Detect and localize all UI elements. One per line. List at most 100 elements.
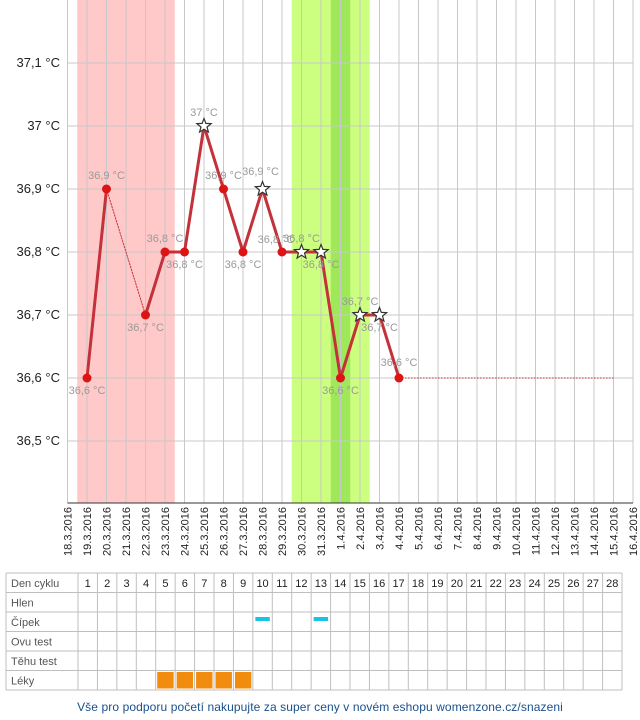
data-label: 36,7 °C bbox=[127, 322, 164, 334]
series-segment bbox=[202, 124, 225, 191]
x-tick-label: 9.4.2016 bbox=[492, 507, 504, 550]
y-tick-label: 37,1 °C bbox=[16, 55, 60, 70]
y-tick-label: 36,8 °C bbox=[16, 244, 60, 259]
x-tick-label: 25.3.2016 bbox=[199, 507, 211, 556]
series-segment bbox=[183, 124, 206, 254]
promo-footer[interactable]: Vše pro podporu početí nakupujte za supe… bbox=[77, 700, 563, 714]
series-star-marker bbox=[312, 242, 330, 260]
x-tick-label: 31.3.2016 bbox=[316, 507, 328, 556]
cycle-day-number: 18 bbox=[412, 578, 424, 590]
cycle-day-number: 1 bbox=[85, 578, 91, 590]
series-star-marker bbox=[370, 305, 389, 323]
cycle-day-number: 8 bbox=[221, 578, 227, 590]
y-tick-label: 36,5 °C bbox=[16, 433, 60, 448]
y-tick-label: 36,6 °C bbox=[16, 370, 60, 385]
cycle-day-number: 28 bbox=[606, 578, 618, 590]
series-segment bbox=[241, 187, 264, 254]
medication-mark bbox=[234, 672, 252, 689]
data-label: 36,9 °C bbox=[205, 170, 242, 182]
table-row-label: Čípek bbox=[11, 616, 40, 629]
x-tick-label: 21.3.2016 bbox=[121, 507, 133, 556]
data-label: 36,8 °C bbox=[147, 233, 184, 245]
series-point bbox=[180, 247, 189, 257]
series-point bbox=[277, 247, 287, 257]
x-tick-label: 5.4.2016 bbox=[414, 507, 426, 550]
data-label: 36,6 °C bbox=[322, 385, 359, 397]
x-tick-label: 24.3.2016 bbox=[180, 507, 192, 556]
data-label: 36,9 °C bbox=[242, 166, 279, 178]
x-tick-label: 18.3.2016 bbox=[63, 507, 75, 556]
series-segment bbox=[319, 250, 342, 380]
series-point bbox=[219, 184, 228, 194]
series-star-marker bbox=[195, 116, 213, 134]
x-tick-label: 10.4.2016 bbox=[511, 507, 523, 556]
series-point bbox=[336, 373, 345, 383]
cycle-day-number: 7 bbox=[201, 578, 207, 590]
data-label: 36,6 °C bbox=[381, 357, 418, 369]
series-segment bbox=[222, 187, 245, 254]
x-tick-label: 6.4.2016 bbox=[433, 507, 445, 550]
series-star-marker bbox=[253, 179, 272, 197]
series-gap-segment bbox=[106, 188, 146, 316]
series-point bbox=[82, 373, 92, 383]
series-point bbox=[238, 247, 248, 257]
table-row-label: Léky bbox=[11, 676, 35, 688]
series-segment bbox=[261, 187, 284, 254]
cycle-day-number: 17 bbox=[392, 578, 404, 590]
x-tick-label: 2.4.2016 bbox=[355, 507, 367, 550]
cycle-day-number: 4 bbox=[143, 578, 149, 590]
series-point bbox=[160, 247, 170, 257]
x-tick-label: 12.4.2016 bbox=[550, 507, 562, 556]
x-tick-label: 27.3.2016 bbox=[238, 507, 250, 556]
cycle-day-number: 10 bbox=[256, 578, 268, 590]
cycle-day-number: 13 bbox=[315, 578, 327, 590]
x-tick-label: 23.3.2016 bbox=[160, 507, 172, 556]
series-point bbox=[102, 184, 111, 194]
y-tick-label: 36,9 °C bbox=[16, 181, 60, 196]
table-row-label: Den cyklu bbox=[11, 578, 59, 590]
x-tick-label: 4.4.2016 bbox=[394, 507, 406, 550]
table-row-label: Ovu test bbox=[11, 637, 52, 649]
data-label: 36,8 °C bbox=[225, 259, 262, 271]
cycle-day-number: 6 bbox=[182, 578, 188, 590]
data-label: 36,8 °C bbox=[258, 234, 295, 246]
cycle-day-number: 23 bbox=[509, 578, 521, 590]
series-segment bbox=[378, 313, 401, 380]
cycle-day-number: 12 bbox=[295, 578, 307, 590]
medication-mark bbox=[196, 672, 213, 689]
x-tick-label: 16.4.2016 bbox=[628, 507, 640, 556]
temperature-chart: 36,5 °C 36,6 °C 36,7 °C 36,8 °C 36,9 °C 37 °C… bbox=[5, 0, 640, 691]
x-tick-label: 7.4.2016 bbox=[453, 507, 465, 550]
data-label: 36,9 °C bbox=[88, 170, 125, 182]
data-label: 36,8 °C bbox=[283, 233, 320, 245]
cycle-day-number: 14 bbox=[334, 578, 346, 590]
x-tick-label: 1.4.2016 bbox=[336, 507, 348, 550]
medication-mark bbox=[176, 672, 194, 689]
cycle-day-number: 3 bbox=[124, 578, 130, 590]
series-point bbox=[394, 373, 404, 383]
cycle-day-number: 19 bbox=[431, 578, 443, 590]
series-segment bbox=[339, 313, 362, 380]
data-label: 36,6 °C bbox=[69, 385, 106, 397]
data-label: 36,8 °C bbox=[303, 259, 340, 271]
x-tick-label: 26.3.2016 bbox=[219, 507, 231, 556]
x-tick-label: 29.3.2016 bbox=[277, 507, 289, 556]
cycle-day-number: 22 bbox=[490, 578, 502, 590]
medication-mark bbox=[215, 672, 232, 689]
x-tick-label: 13.4.2016 bbox=[570, 507, 582, 556]
cycle-day-number: 20 bbox=[451, 578, 463, 590]
table-row-label: Hlen bbox=[11, 598, 34, 610]
x-tick-label: 14.4.2016 bbox=[589, 507, 601, 556]
cervix-mark bbox=[255, 617, 270, 621]
x-tick-label: 11.4.2016 bbox=[531, 507, 543, 555]
table-row-label: Těhu test bbox=[11, 656, 57, 668]
medication-mark bbox=[157, 672, 174, 689]
cycle-day-number: 2 bbox=[104, 578, 110, 590]
cycle-day-number: 16 bbox=[373, 578, 385, 590]
x-tick-label: 15.4.2016 bbox=[609, 507, 621, 556]
cycle-day-number: 26 bbox=[567, 578, 579, 590]
x-tick-label: 20.3.2016 bbox=[102, 507, 114, 556]
x-tick-label: 28.3.2016 bbox=[258, 507, 270, 556]
data-label: 36,8 °C bbox=[166, 259, 203, 271]
data-label: 36,7 °C bbox=[361, 322, 398, 334]
